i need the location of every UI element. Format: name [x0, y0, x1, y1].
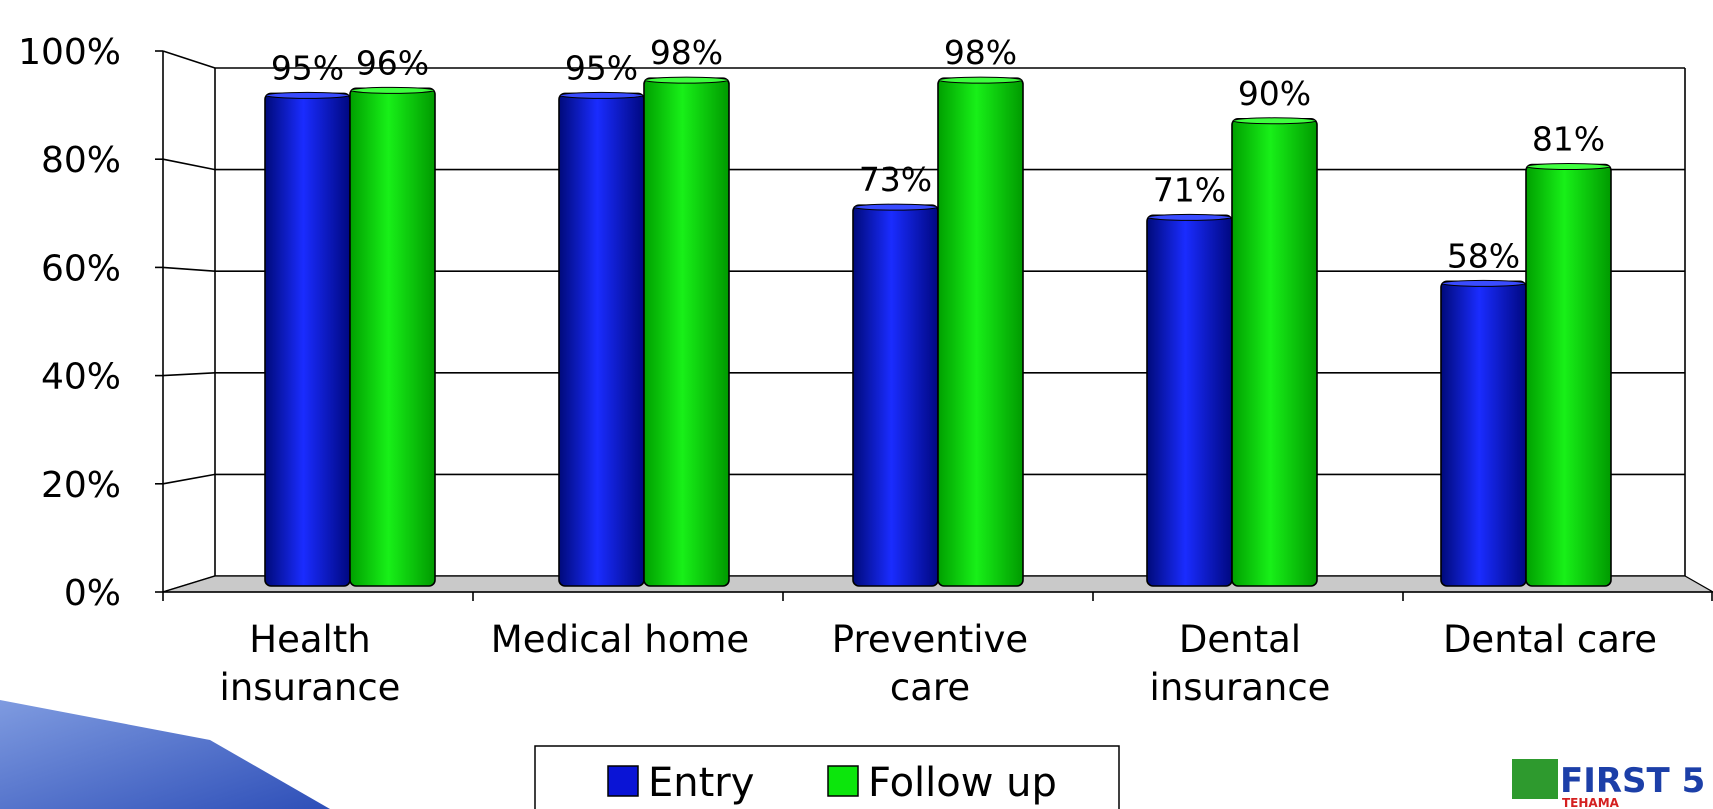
bar-follow-up [1231, 118, 1318, 587]
data-label-follow-up: 98% [650, 33, 723, 72]
side-gridline [162, 50, 216, 69]
y-tick-label: 0% [64, 573, 121, 614]
bar-top-entry [853, 203, 938, 211]
bar-follow-up [643, 77, 730, 587]
side-gridline [162, 473, 216, 485]
data-label-follow-up: 96% [356, 43, 429, 82]
bar-top-entry [1147, 213, 1232, 221]
bar-entry [852, 204, 939, 587]
logo-hand-icon [1512, 759, 1558, 799]
category-label: Health insurance [220, 618, 401, 709]
bar-follow-up [1525, 163, 1612, 587]
bar-top-follow-up [350, 86, 435, 94]
data-label-follow-up: 90% [1238, 74, 1311, 113]
y-tick-label: 40% [41, 357, 121, 398]
data-label-entry: 95% [565, 48, 638, 87]
category-labels: Health insurance Medical home Preventive car… [220, 618, 1658, 709]
category-label: Preventive care [832, 618, 1028, 709]
category-label: Dental care [1443, 618, 1657, 661]
bar-follow-up [937, 77, 1024, 587]
logo-line2: TEHAMA [1562, 796, 1620, 809]
data-label-follow-up: 81% [1532, 120, 1605, 159]
bar-entry [1146, 214, 1233, 587]
bar-top-follow-up [1526, 163, 1611, 171]
bars [264, 76, 1612, 587]
data-label-entry: 71% [1153, 170, 1226, 209]
data-label-entry: 95% [271, 48, 344, 87]
side-gridline [162, 266, 216, 272]
accent-shape [0, 700, 330, 809]
data-label-entry: 58% [1447, 236, 1520, 275]
bar-top-entry [265, 91, 350, 99]
bar-top-follow-up [1232, 117, 1317, 125]
legend: Entry Follow up [534, 745, 1120, 809]
y-tick-label: 80% [41, 140, 121, 181]
legend-label-follow-up: Follow up [868, 760, 1057, 806]
side-gridline [162, 158, 216, 171]
bar-entry [558, 92, 645, 587]
bar-top-follow-up [644, 76, 729, 84]
bar-top-follow-up [938, 76, 1023, 84]
data-labels: 95% 96% 95% 98% 73% 98% 71% 90% 58% 81% [271, 33, 1605, 275]
y-tick-label: 100% [18, 32, 121, 73]
legend-label-entry: Entry [648, 760, 754, 806]
logo-line1: FIRST 5 [1560, 761, 1705, 801]
bar-entry [1440, 280, 1527, 587]
bar-top-entry [1441, 279, 1526, 287]
category-label: Dental insurance [1150, 618, 1331, 709]
bar-entry [264, 92, 351, 587]
data-label-entry: 73% [859, 160, 932, 199]
category-label: Medical home [491, 618, 749, 661]
y-tick-label: 20% [41, 465, 121, 506]
y-tick-label: 60% [41, 248, 121, 289]
bar-top-entry [559, 91, 644, 99]
side-gridline [162, 372, 216, 377]
y-tick-labels: 0% 20% 40% 60% 80% 100% [18, 32, 121, 614]
logo: FIRST 5 TEHAMA [1512, 759, 1705, 809]
legend-swatch-entry [607, 765, 639, 797]
bar-follow-up [349, 87, 436, 587]
data-label-follow-up: 98% [944, 33, 1017, 72]
legend-swatch-follow-up [827, 765, 859, 797]
